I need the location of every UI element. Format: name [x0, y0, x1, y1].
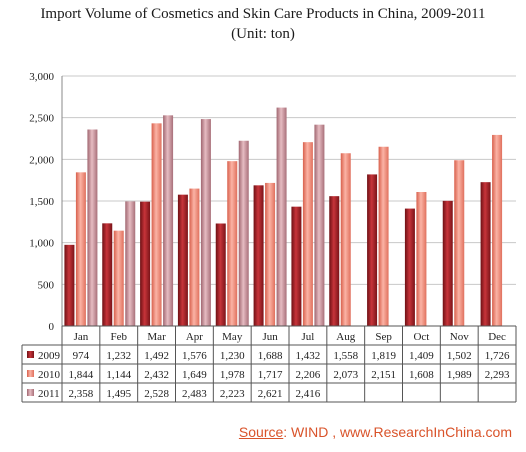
- bar-2009-mar: [140, 201, 151, 326]
- data-label: 2,621: [258, 388, 283, 400]
- bar-2010-may: [227, 161, 238, 326]
- data-label: 1,688: [258, 350, 283, 362]
- x-tick-label: Dec: [488, 331, 506, 343]
- bar-chart: 0 500 1,000 1,500 2,000 2,500 3,000 Jan Feb Mar A…: [21, 71, 517, 403]
- bar-2009-nov: [442, 200, 453, 326]
- gridlines: [62, 75, 516, 285]
- data-label: 2,358: [69, 388, 94, 400]
- x-tick-label: May: [222, 331, 243, 343]
- bar-2010-sep: [378, 146, 389, 326]
- bar-2009-dec: [480, 182, 491, 326]
- bar-2010-jun: [265, 182, 276, 326]
- bar-2011-may: [238, 140, 249, 326]
- data-label: 1,649: [182, 369, 207, 381]
- bar-2009-may: [215, 223, 226, 326]
- y-tick-label: 500: [38, 279, 55, 291]
- y-tick-label: 3,000: [29, 71, 54, 83]
- x-tick-label: Jul: [301, 331, 314, 343]
- bar-2011-apr: [200, 119, 211, 326]
- bar-2010-dec: [492, 134, 503, 326]
- bar-2009-jul: [291, 206, 302, 326]
- bar-2011-jun: [276, 107, 287, 326]
- bar-2009-sep: [367, 174, 378, 326]
- source-text: : WIND , www.ResearchInChina.com: [283, 424, 512, 440]
- bar-2009-jun: [253, 185, 264, 326]
- legend-label-2009: 2009: [38, 350, 61, 362]
- data-label: 2,151: [371, 369, 396, 381]
- data-label: 1,495: [106, 388, 131, 400]
- data-label: 2,528: [144, 388, 169, 400]
- bar-2010-nov: [454, 160, 465, 326]
- y-tick-label: 1,500: [29, 196, 54, 208]
- bar-2009-feb: [102, 223, 113, 326]
- y-tick-label: 1,000: [29, 238, 54, 250]
- y-axis: 0 500 1,000 1,500 2,000 2,500 3,000: [29, 71, 63, 333]
- data-label: 2,432: [144, 369, 169, 381]
- data-label: 1,409: [409, 350, 434, 362]
- data-label: 1,726: [485, 350, 510, 362]
- bar-2010-aug: [340, 153, 351, 326]
- bar-2010-jul: [302, 142, 313, 326]
- data-label: 2,223: [220, 388, 245, 400]
- x-tick-label: Jun: [262, 331, 278, 343]
- data-table: Jan Feb Mar Apr May Jun Jul Aug Sep Oct Nov Dec 2009…: [21, 325, 517, 403]
- x-tick-label: Mar: [147, 331, 166, 343]
- bar-2010-feb: [113, 230, 124, 326]
- legend-swatch-2009: [27, 351, 34, 358]
- bar-2011-feb: [125, 201, 136, 326]
- x-tick-label: Jan: [74, 331, 89, 343]
- x-tick-label: Nov: [450, 331, 469, 343]
- chart-title: Import Volume of Cosmetics and Skin Care…: [0, 4, 526, 44]
- bars: [64, 107, 503, 327]
- data-label: 1,558: [333, 350, 358, 362]
- bar-2010-mar: [151, 123, 162, 326]
- bar-2009-apr: [177, 194, 188, 326]
- source-note: Source: WIND , www.ResearchInChina.com: [239, 424, 512, 440]
- chart-title-line2: (Unit: ton): [231, 26, 295, 42]
- data-label: 2,206: [296, 369, 321, 381]
- data-label: 2,416: [296, 388, 321, 400]
- data-label: 2,073: [333, 369, 358, 381]
- data-label: 974: [73, 350, 90, 362]
- data-label: 1,819: [371, 350, 396, 362]
- bar-2009-jan: [64, 244, 75, 326]
- bar-2009-oct: [404, 208, 415, 326]
- data-label: 2,483: [182, 388, 207, 400]
- data-label: 1,576: [182, 350, 207, 362]
- data-label: 1,989: [447, 369, 472, 381]
- x-tick-label: Apr: [186, 331, 203, 343]
- data-label: 1,844: [69, 369, 94, 381]
- bar-2011-jul: [314, 124, 325, 327]
- data-label: 2,293: [485, 369, 510, 381]
- x-tick-label: Aug: [336, 331, 355, 343]
- y-tick-label: 2,500: [29, 113, 54, 125]
- chart-title-line1: Import Volume of Cosmetics and Skin Care…: [40, 6, 486, 22]
- data-label: 1,978: [220, 369, 245, 381]
- data-label: 1,717: [258, 369, 283, 381]
- source-label: Source: [238, 424, 284, 440]
- legend-label-2010: 2010: [38, 369, 61, 381]
- data-label: 1,230: [220, 350, 245, 362]
- data-label: 1,144: [106, 369, 131, 381]
- data-label: 1,232: [106, 350, 131, 362]
- legend-swatch-2010: [27, 370, 34, 377]
- bar-2009-aug: [329, 196, 340, 326]
- bar-2010-oct: [416, 192, 427, 326]
- data-label: 1,492: [144, 350, 169, 362]
- bar-2011-mar: [163, 115, 174, 326]
- x-tick-label: Sep: [375, 331, 392, 343]
- x-tick-label: Feb: [111, 331, 128, 343]
- y-tick-label: 0: [49, 321, 55, 333]
- legend-label-2011: 2011: [38, 388, 60, 400]
- data-label: 1,608: [409, 369, 434, 381]
- data-label: 1,502: [447, 350, 472, 362]
- y-tick-label: 2,000: [29, 154, 54, 166]
- bar-2011-jan: [87, 129, 98, 326]
- x-tick-label: Oct: [413, 331, 429, 343]
- data-label: 1,432: [296, 350, 321, 362]
- bar-2010-apr: [189, 188, 200, 326]
- bar-2010-jan: [75, 172, 86, 326]
- legend-swatch-2011: [27, 389, 34, 396]
